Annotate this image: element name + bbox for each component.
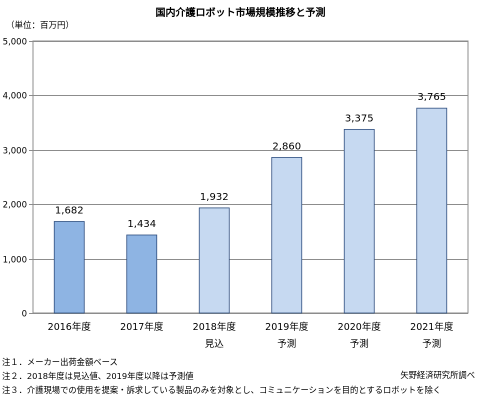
- bar: [343, 128, 375, 314]
- category-label: 2020年度: [338, 321, 382, 333]
- category-label: 2021年度: [410, 321, 454, 333]
- category-label: 2017年度: [120, 321, 164, 333]
- unit-label: （単位：百万円）: [6, 21, 75, 31]
- source-credit: 矢野経済研究所調べ: [400, 370, 475, 380]
- category-sublabel: 見込: [205, 339, 225, 350]
- note-3: 注３．介護現場での使用を提案・訴求している製品のみを対象とし、コミュニケーション…: [2, 385, 442, 395]
- data-label: 3,375: [345, 113, 374, 124]
- y-tick-label: 5,000: [3, 38, 27, 48]
- notes: 注１．メーカー出荷金額ベース 注２．2018年度は見込値、2019年度以降は予測…: [2, 355, 441, 397]
- category-sublabel: 予測: [277, 338, 296, 350]
- data-label: 3,765: [417, 92, 446, 103]
- category-label: 2019年度: [265, 321, 309, 333]
- data-label: 1,932: [200, 192, 229, 203]
- chart-title: 国内介護ロボット市場規模推移と予測: [155, 8, 326, 19]
- bar: [416, 107, 448, 314]
- bar: [53, 221, 85, 314]
- y-tick-label: 1,000: [3, 256, 27, 266]
- plot-frame: [32, 40, 469, 314]
- category-label: 2018年度: [193, 321, 237, 333]
- category-sublabel: 予測: [350, 338, 369, 350]
- y-tick-label: 2,000: [3, 201, 27, 211]
- y-tick-label: 3,000: [3, 147, 27, 157]
- note-2: 注２．2018年度は見込値、2019年度以降は予測値: [2, 371, 194, 381]
- data-label: 2,860: [272, 141, 301, 152]
- bar: [271, 157, 303, 314]
- data-label: 1,682: [55, 205, 84, 216]
- y-tick-label: 4,000: [3, 92, 27, 102]
- y-tick-label: 0: [22, 310, 27, 320]
- bar: [198, 207, 230, 314]
- note-1: 注１．メーカー出荷金額ベース: [2, 357, 118, 367]
- data-label: 1,434: [127, 219, 156, 230]
- category-sublabel: 予測: [422, 338, 441, 350]
- bar: [126, 234, 158, 314]
- category-label: 2016年度: [48, 321, 92, 333]
